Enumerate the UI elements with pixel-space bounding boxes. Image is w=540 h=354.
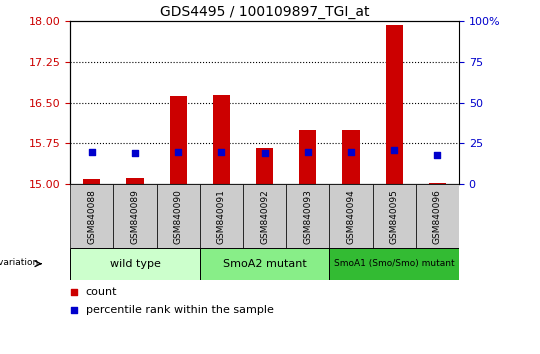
Bar bbox=[170, 96, 187, 184]
Point bbox=[390, 147, 399, 153]
Point bbox=[70, 307, 78, 313]
Text: GSM840096: GSM840096 bbox=[433, 189, 442, 244]
Text: GSM840091: GSM840091 bbox=[217, 189, 226, 244]
Text: SmoA1 (Smo/Smo) mutant: SmoA1 (Smo/Smo) mutant bbox=[334, 259, 455, 268]
Bar bbox=[83, 179, 100, 184]
FancyBboxPatch shape bbox=[329, 184, 373, 248]
FancyBboxPatch shape bbox=[243, 184, 286, 248]
FancyBboxPatch shape bbox=[416, 184, 459, 248]
Bar bbox=[299, 130, 316, 184]
Text: GSM840094: GSM840094 bbox=[347, 189, 355, 244]
Point bbox=[70, 289, 78, 295]
Point bbox=[87, 149, 96, 154]
Text: GSM840088: GSM840088 bbox=[87, 189, 96, 244]
FancyBboxPatch shape bbox=[113, 184, 157, 248]
Text: percentile rank within the sample: percentile rank within the sample bbox=[86, 305, 274, 315]
Text: GSM840093: GSM840093 bbox=[303, 189, 312, 244]
Text: SmoA2 mutant: SmoA2 mutant bbox=[222, 259, 307, 269]
Bar bbox=[342, 130, 360, 184]
Text: GSM840095: GSM840095 bbox=[390, 189, 399, 244]
Text: wild type: wild type bbox=[110, 259, 160, 269]
Bar bbox=[256, 148, 273, 184]
Point bbox=[174, 149, 183, 154]
Text: genotype/variation: genotype/variation bbox=[0, 258, 39, 267]
Point bbox=[131, 150, 139, 156]
Bar bbox=[213, 95, 230, 184]
FancyBboxPatch shape bbox=[286, 184, 329, 248]
Bar bbox=[126, 178, 144, 184]
FancyBboxPatch shape bbox=[70, 248, 200, 280]
Point bbox=[260, 150, 269, 156]
Point bbox=[433, 152, 442, 158]
Text: GSM840089: GSM840089 bbox=[131, 189, 139, 244]
FancyBboxPatch shape bbox=[200, 248, 329, 280]
Point bbox=[217, 149, 226, 154]
Text: GSM840090: GSM840090 bbox=[174, 189, 183, 244]
FancyBboxPatch shape bbox=[200, 184, 243, 248]
Text: GSM840092: GSM840092 bbox=[260, 189, 269, 244]
FancyBboxPatch shape bbox=[70, 184, 113, 248]
Point bbox=[347, 149, 355, 154]
Title: GDS4495 / 100109897_TGI_at: GDS4495 / 100109897_TGI_at bbox=[160, 5, 369, 19]
Bar bbox=[429, 183, 446, 184]
FancyBboxPatch shape bbox=[157, 184, 200, 248]
Point bbox=[303, 149, 312, 154]
Text: count: count bbox=[86, 287, 117, 297]
FancyBboxPatch shape bbox=[329, 248, 459, 280]
Bar bbox=[386, 25, 403, 184]
FancyBboxPatch shape bbox=[373, 184, 416, 248]
